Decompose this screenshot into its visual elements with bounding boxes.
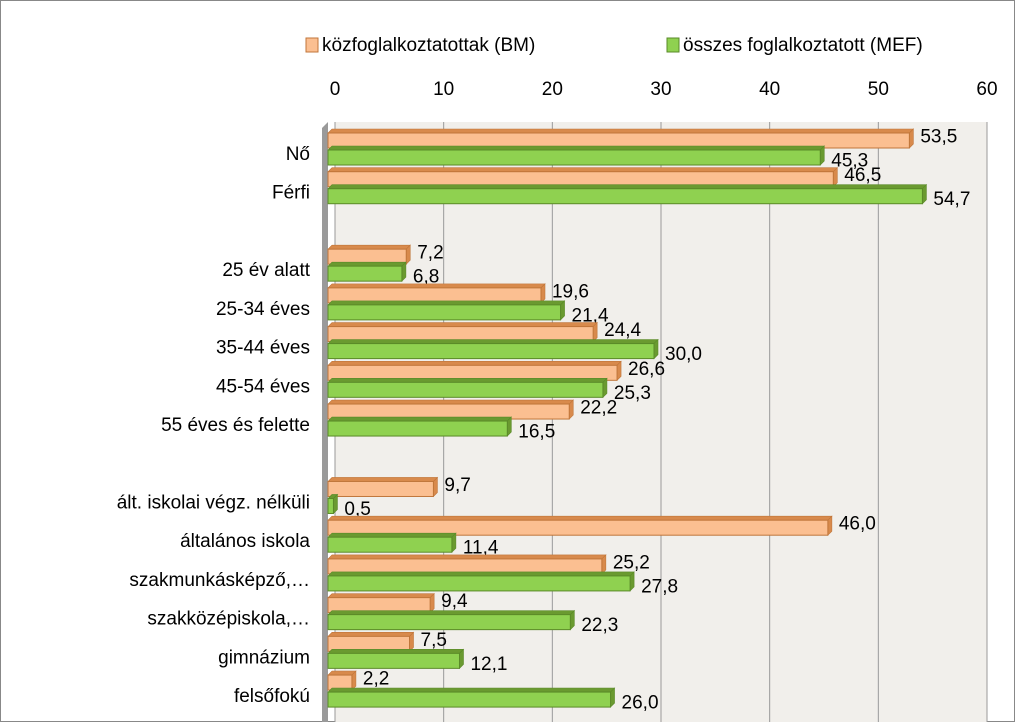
y-tick-label: 45-54 éves [216, 376, 310, 397]
bar [327, 652, 460, 669]
bar [327, 519, 829, 536]
bar-top [327, 670, 357, 676]
bar [327, 149, 821, 166]
value-label: 12,1 [470, 654, 507, 675]
x-tick-label: 0 [330, 79, 341, 100]
bar-top [327, 416, 513, 422]
bar-top [327, 554, 607, 560]
x-tick-label: 10 [433, 79, 454, 100]
y-tick-label: szakközépiskola,… [147, 609, 310, 630]
bar-top [327, 515, 833, 521]
bar-top [327, 184, 928, 190]
y-tick-label: 25 év alatt [222, 260, 310, 281]
y-tick-label: szakmunkásképző,… [129, 570, 310, 591]
value-label: 53,5 [920, 127, 957, 148]
bar-top [327, 322, 598, 327]
y-tick-label: 35-44 éves [216, 338, 310, 359]
bar-top [327, 532, 457, 538]
legend-swatch [666, 37, 680, 53]
x-tick-label: 20 [542, 79, 563, 100]
bar [327, 343, 655, 360]
bar [327, 536, 453, 553]
bar-top [327, 571, 635, 577]
value-label: 16,5 [518, 422, 555, 443]
bar-top [327, 378, 608, 383]
bar-top [327, 128, 915, 134]
bar-top [327, 649, 465, 654]
bar-top [327, 361, 622, 366]
value-label: 21,4 [572, 305, 609, 326]
value-label: 7,5 [421, 630, 447, 651]
value-label: 25,2 [613, 552, 650, 573]
bar [327, 575, 631, 592]
value-label: 22,3 [581, 615, 618, 636]
bar [327, 381, 604, 398]
value-label: 25,3 [614, 383, 651, 404]
y-tick-label: 55 éves és felette [161, 415, 310, 436]
value-label: 46,5 [844, 165, 881, 186]
bar-top [327, 300, 566, 306]
bar [327, 304, 562, 321]
bar [327, 265, 403, 282]
value-label: 27,8 [641, 576, 678, 597]
bar [327, 691, 612, 708]
y-tick-label: általános iskola [180, 531, 310, 552]
value-label: 7,2 [417, 243, 443, 264]
bar-top [327, 399, 574, 405]
value-label: 0,5 [344, 499, 370, 520]
bar-top [327, 261, 407, 267]
bar [327, 188, 923, 205]
y-tick-label: gimnázium [218, 647, 310, 668]
value-label: 24,4 [604, 320, 641, 341]
value-label: 9,7 [444, 475, 470, 496]
y-tick-label: 25-34 éves [216, 299, 310, 320]
value-label: 46,0 [839, 514, 876, 535]
legend-label: összes foglalkoztatott (MEF) [683, 35, 923, 56]
bar-top [327, 687, 616, 693]
value-label: 11,4 [463, 538, 499, 559]
value-label: 45,3 [831, 151, 868, 172]
x-tick-label: 30 [650, 79, 671, 100]
bar-top [327, 593, 435, 598]
y-tick-label: Nő [286, 144, 310, 165]
bar [327, 614, 571, 631]
bar [327, 497, 334, 514]
bar-top [327, 244, 411, 250]
x-tick-label: 60 [976, 79, 997, 100]
value-label: 22,2 [580, 398, 617, 419]
value-label: 6,8 [413, 267, 439, 288]
value-label: 26,6 [628, 359, 665, 380]
bar-top [327, 632, 415, 637]
bar-top [327, 283, 546, 289]
value-label: 26,0 [622, 693, 659, 714]
bar-top [327, 477, 439, 482]
left-wall [322, 122, 328, 722]
y-tick-label: felsőfokú [234, 686, 310, 707]
legend-swatch [305, 37, 319, 53]
bar-top [327, 339, 659, 344]
y-tick-label: Férfi [272, 183, 310, 204]
x-tick-label: 40 [759, 79, 780, 100]
x-tick-label: 50 [868, 79, 889, 100]
bar [327, 480, 434, 497]
bar-top [327, 610, 576, 615]
y-tick-label: ált. iskolai végz. nélküli [117, 492, 310, 513]
bar [327, 420, 508, 437]
value-label: 2,2 [363, 669, 389, 690]
value-label: 9,4 [441, 591, 468, 612]
value-label: 19,6 [552, 281, 589, 302]
value-label: 30,0 [665, 344, 702, 365]
bar-top [327, 145, 825, 151]
value-label: 54,7 [933, 189, 970, 210]
bar-top [327, 167, 839, 173]
legend-label: közfoglalkoztatottak (BM) [322, 35, 535, 56]
